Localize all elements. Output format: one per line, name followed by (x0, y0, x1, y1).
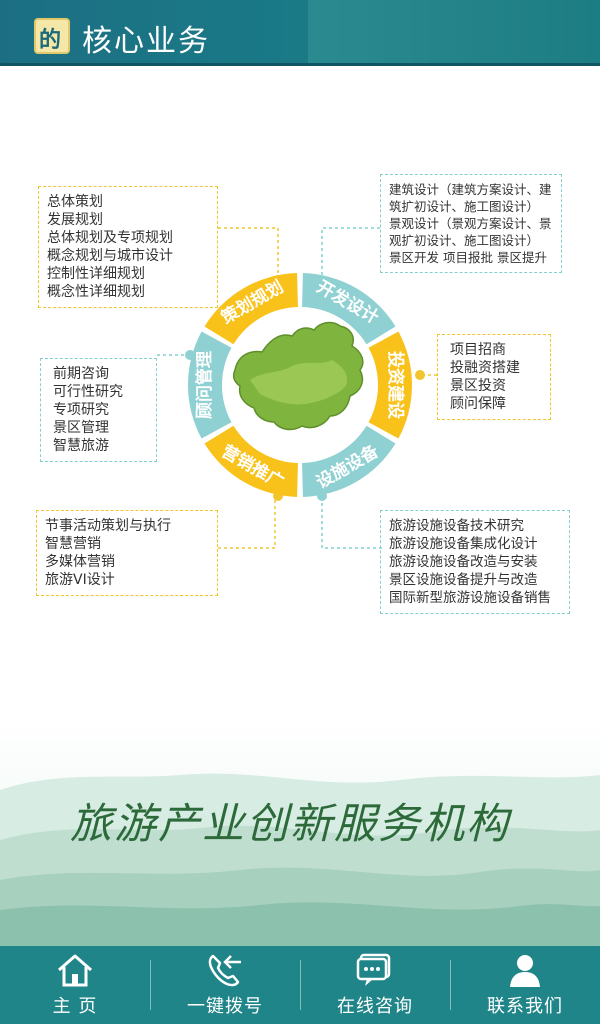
box-item: 国际新型旅游设施设备销售 (389, 590, 551, 606)
investment-box: 项目招商 投融资搭建 景区投资 顾问保障 (437, 334, 551, 420)
box-item: 控制性详细规划 (47, 266, 145, 282)
phone-icon (208, 954, 241, 987)
box-item: 景区设施设备提升与改造 (389, 572, 538, 588)
logo-text: 的 (39, 27, 62, 53)
wheel-segment (187, 331, 232, 439)
mountain-background (0, 720, 600, 946)
box-item: 旅游设施设备集成化设计 (389, 536, 538, 552)
box-item: 总体规划及专项规划 (47, 230, 173, 246)
nav-label: 在线咨询 (337, 996, 413, 1017)
box-item: 前期咨询 (53, 366, 109, 382)
wheel-segment (302, 425, 396, 497)
nav-label: 主 页 (52, 996, 98, 1017)
box-item: 景区开发 项目报批 景区提升 (389, 250, 547, 265)
china-map-icon (232, 321, 364, 431)
bottom-nav: 主 页 一键拨号 在线咨询 联系我们 (0, 946, 600, 1024)
page-title: 核心业务 (82, 24, 210, 59)
home-icon (58, 954, 92, 987)
box-item: 节事活动策划与执行 (45, 518, 171, 534)
box-item: 旅游设施设备改造与安装 (389, 554, 538, 570)
design-box: 建筑设计（建筑方案设计、建 筑扩初设计、施工图设计） 景观设计（景观方案设计、景… (380, 174, 562, 273)
wheel-segment (204, 273, 298, 345)
box-item: 旅游设施设备技术研究 (389, 518, 524, 534)
slogan: 旅游产业创新服务机构 (70, 799, 511, 848)
box-item: 景区投资 (450, 378, 506, 394)
nav-call[interactable]: 一键拨号 (150, 946, 300, 1024)
consulting-box: 前期咨询 可行性研究 专项研究 景区管理 智慧旅游 (40, 358, 157, 462)
logo[interactable]: 的 (34, 18, 70, 54)
planning-box: 总体策划 发展规划 总体规划及专项规划 概念规划与城市设计 控制性详细规划 概念… (38, 186, 218, 308)
box-item: 旅游VI设计 (45, 572, 115, 588)
user-icon (510, 955, 540, 987)
box-item: 概念规划与城市设计 (47, 248, 173, 264)
wheel-segment-label: 顾问管理 (194, 351, 215, 419)
box-item: 建筑设计（建筑方案设计、建 (389, 182, 552, 197)
chat-icon (356, 953, 391, 986)
header-bar: 的 核心业务 (0, 0, 600, 66)
wheel-segment (302, 273, 396, 345)
wheel-segment (204, 425, 298, 497)
box-item: 发展规划 (47, 212, 103, 228)
box-item: 筑扩初设计、施工图设计） (389, 199, 540, 214)
box-item: 专项研究 (53, 402, 109, 418)
nav-contact[interactable]: 联系我们 (450, 946, 600, 1024)
box-item: 景观设计（景观方案设计、景 (389, 216, 552, 231)
box-item: 投融资搭建 (450, 360, 520, 376)
box-item: 概念性详细规划 (47, 284, 145, 300)
facilities-box: 旅游设施设备技术研究 旅游设施设备集成化设计 旅游设施设备改造与安装 景区设施设… (380, 510, 570, 614)
header-decoration (308, 0, 600, 63)
nav-label: 联系我们 (487, 996, 563, 1017)
nav-home[interactable]: 主 页 (0, 946, 150, 1024)
box-item: 顾问保障 (450, 396, 506, 412)
nav-chat[interactable]: 在线咨询 (300, 946, 450, 1024)
box-item: 多媒体营销 (45, 554, 115, 570)
wheel-segment-label: 投资建设 (385, 351, 406, 419)
box-item: 景区管理 (53, 420, 109, 436)
nav-label: 一键拨号 (187, 996, 263, 1017)
marketing-box: 节事活动策划与执行 智慧营销 多媒体营销 旅游VI设计 (36, 510, 218, 596)
box-item: 观扩初设计、施工图设计） (389, 233, 540, 248)
box-item: 智慧营销 (45, 536, 101, 552)
wheel-segment (368, 331, 412, 439)
box-item: 可行性研究 (53, 384, 123, 400)
box-item: 项目招商 (450, 342, 506, 358)
box-item: 智慧旅游 (53, 438, 109, 454)
box-item: 总体策划 (47, 194, 103, 210)
